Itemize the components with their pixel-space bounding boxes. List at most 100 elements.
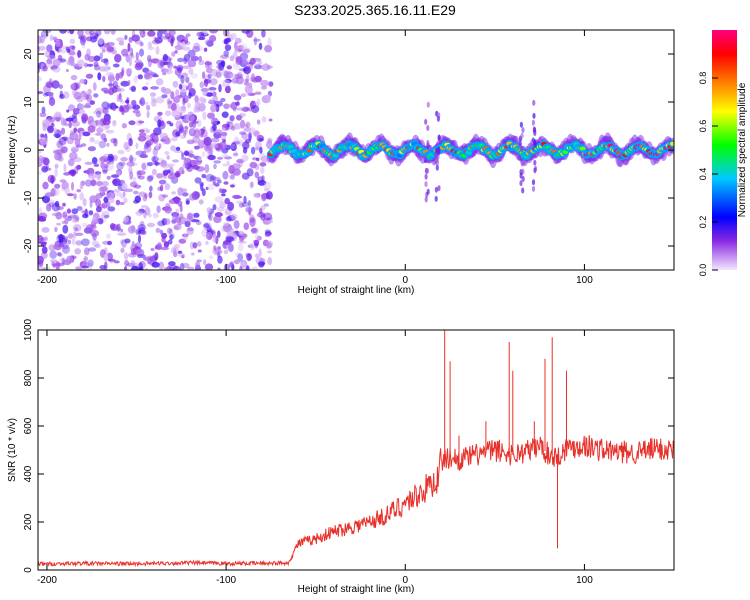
heatmap-cell bbox=[76, 95, 84, 103]
heatmap-cell bbox=[249, 218, 256, 227]
heatmap-cell bbox=[188, 92, 192, 99]
heatmap-cell bbox=[266, 140, 273, 149]
heatmap-cell bbox=[151, 155, 159, 163]
heatmap-cell bbox=[42, 181, 49, 190]
heatmap-cell bbox=[154, 161, 161, 166]
heatmap-cell bbox=[233, 94, 242, 101]
heatmap-cell bbox=[89, 32, 99, 40]
heatmap-cell bbox=[178, 83, 183, 90]
colorbar: 0.0 0.2 0.4 0.6 0.8 Normalized spectral ampl… bbox=[698, 30, 748, 276]
heatmap-cell bbox=[59, 30, 67, 34]
heatmap-cell bbox=[220, 132, 227, 141]
heatmap-cell bbox=[75, 82, 81, 90]
heatmap-cell bbox=[46, 203, 52, 212]
heatmap-cell bbox=[209, 78, 218, 86]
heatmap-cell bbox=[118, 161, 126, 166]
heatmap-cell bbox=[238, 202, 245, 208]
heatmap-cell bbox=[177, 187, 184, 196]
heatmap-cell bbox=[261, 30, 266, 38]
heatmap-cell bbox=[110, 174, 120, 178]
heatmap-cell bbox=[233, 220, 240, 229]
heatmap-cell bbox=[218, 141, 227, 151]
heatmap-cell bbox=[217, 267, 221, 270]
heatmap-cell bbox=[95, 107, 104, 115]
heatmap-cell bbox=[78, 103, 85, 110]
heatmap-cell bbox=[123, 141, 130, 150]
heatmap-cell bbox=[203, 259, 207, 266]
heatmap-cell bbox=[214, 196, 224, 203]
heatmap-cell bbox=[173, 65, 177, 69]
heatmap-cell bbox=[95, 193, 103, 199]
heatmap-cell bbox=[55, 267, 60, 270]
heatmap-cell bbox=[221, 111, 229, 118]
heatmap-cell bbox=[208, 98, 215, 104]
heatmap-cell bbox=[197, 36, 206, 41]
heatmap-cell bbox=[223, 50, 229, 57]
heatmap-cell bbox=[128, 137, 133, 147]
heatmap-cell bbox=[128, 120, 136, 126]
heatmap-cell bbox=[521, 176, 525, 182]
heatmap-cell bbox=[89, 195, 98, 203]
heatmap-cell bbox=[61, 242, 69, 250]
heatmap-cell bbox=[146, 110, 150, 118]
heatmap-cell bbox=[71, 181, 74, 191]
heatmap-cell bbox=[174, 67, 182, 77]
heatmap-cell bbox=[185, 198, 190, 203]
heatmap-cell bbox=[192, 119, 197, 129]
heatmap-cell bbox=[205, 173, 215, 182]
heatmap-cell bbox=[146, 255, 152, 263]
heatmap-cell bbox=[164, 206, 173, 214]
heatmap-cell bbox=[265, 94, 271, 103]
heatmap-cell bbox=[102, 75, 106, 83]
heatmap-cell bbox=[196, 138, 203, 143]
heatmap-cell bbox=[76, 189, 82, 193]
heatmap-cell bbox=[147, 46, 155, 51]
heatmap-cell bbox=[170, 102, 177, 112]
heatmap-cell bbox=[241, 106, 250, 112]
heatmap-cell bbox=[258, 42, 263, 50]
heatmap-cell bbox=[172, 265, 181, 270]
heatmap-cell bbox=[200, 87, 209, 92]
heatmap-cell bbox=[426, 188, 430, 195]
heatmap-cell bbox=[157, 30, 163, 39]
snr-frame bbox=[37, 329, 675, 571]
heatmap-cell bbox=[66, 137, 74, 145]
heatmap-cell bbox=[669, 141, 674, 146]
heatmap-cell bbox=[130, 47, 134, 57]
heatmap-cell bbox=[54, 133, 61, 139]
heatmap-cell bbox=[143, 144, 152, 153]
heatmap-cell bbox=[47, 61, 52, 65]
heatmap-cell bbox=[519, 172, 523, 179]
heatmap-cell bbox=[150, 58, 160, 64]
heatmap-cell bbox=[38, 207, 42, 214]
heatmap-cell bbox=[82, 213, 89, 219]
heatmap-cell bbox=[175, 146, 181, 151]
heatmap-cell bbox=[183, 53, 191, 62]
heatmap-cell bbox=[73, 82, 77, 91]
heatmap-cell bbox=[132, 176, 137, 184]
heatmap-cell bbox=[98, 140, 106, 149]
heatmap-cell bbox=[195, 45, 204, 52]
heatmap-cell bbox=[199, 81, 205, 89]
heatmap-cell bbox=[171, 109, 181, 118]
heatmap-cell bbox=[250, 227, 259, 234]
heatmap-cell bbox=[116, 87, 125, 93]
heatmap-cell bbox=[199, 181, 205, 187]
heatmap-cell bbox=[128, 252, 137, 258]
heatmap-cell bbox=[520, 160, 524, 167]
heatmap-cell bbox=[219, 54, 229, 60]
heatmap-cell bbox=[243, 81, 250, 86]
heatmap-cell bbox=[63, 123, 70, 127]
heatmap-cell bbox=[172, 159, 179, 163]
heatmap-cell bbox=[230, 213, 238, 220]
heatmap-cell bbox=[87, 125, 96, 133]
heatmap-cell bbox=[198, 199, 204, 205]
heatmap-cell bbox=[240, 43, 247, 50]
heatmap-cell bbox=[117, 232, 127, 236]
heatmap-cell bbox=[150, 86, 160, 90]
heatmap-cell bbox=[113, 138, 118, 147]
heatmap-cell bbox=[64, 187, 70, 196]
heatmap-cell bbox=[103, 65, 110, 73]
heatmap-cell bbox=[131, 99, 137, 106]
